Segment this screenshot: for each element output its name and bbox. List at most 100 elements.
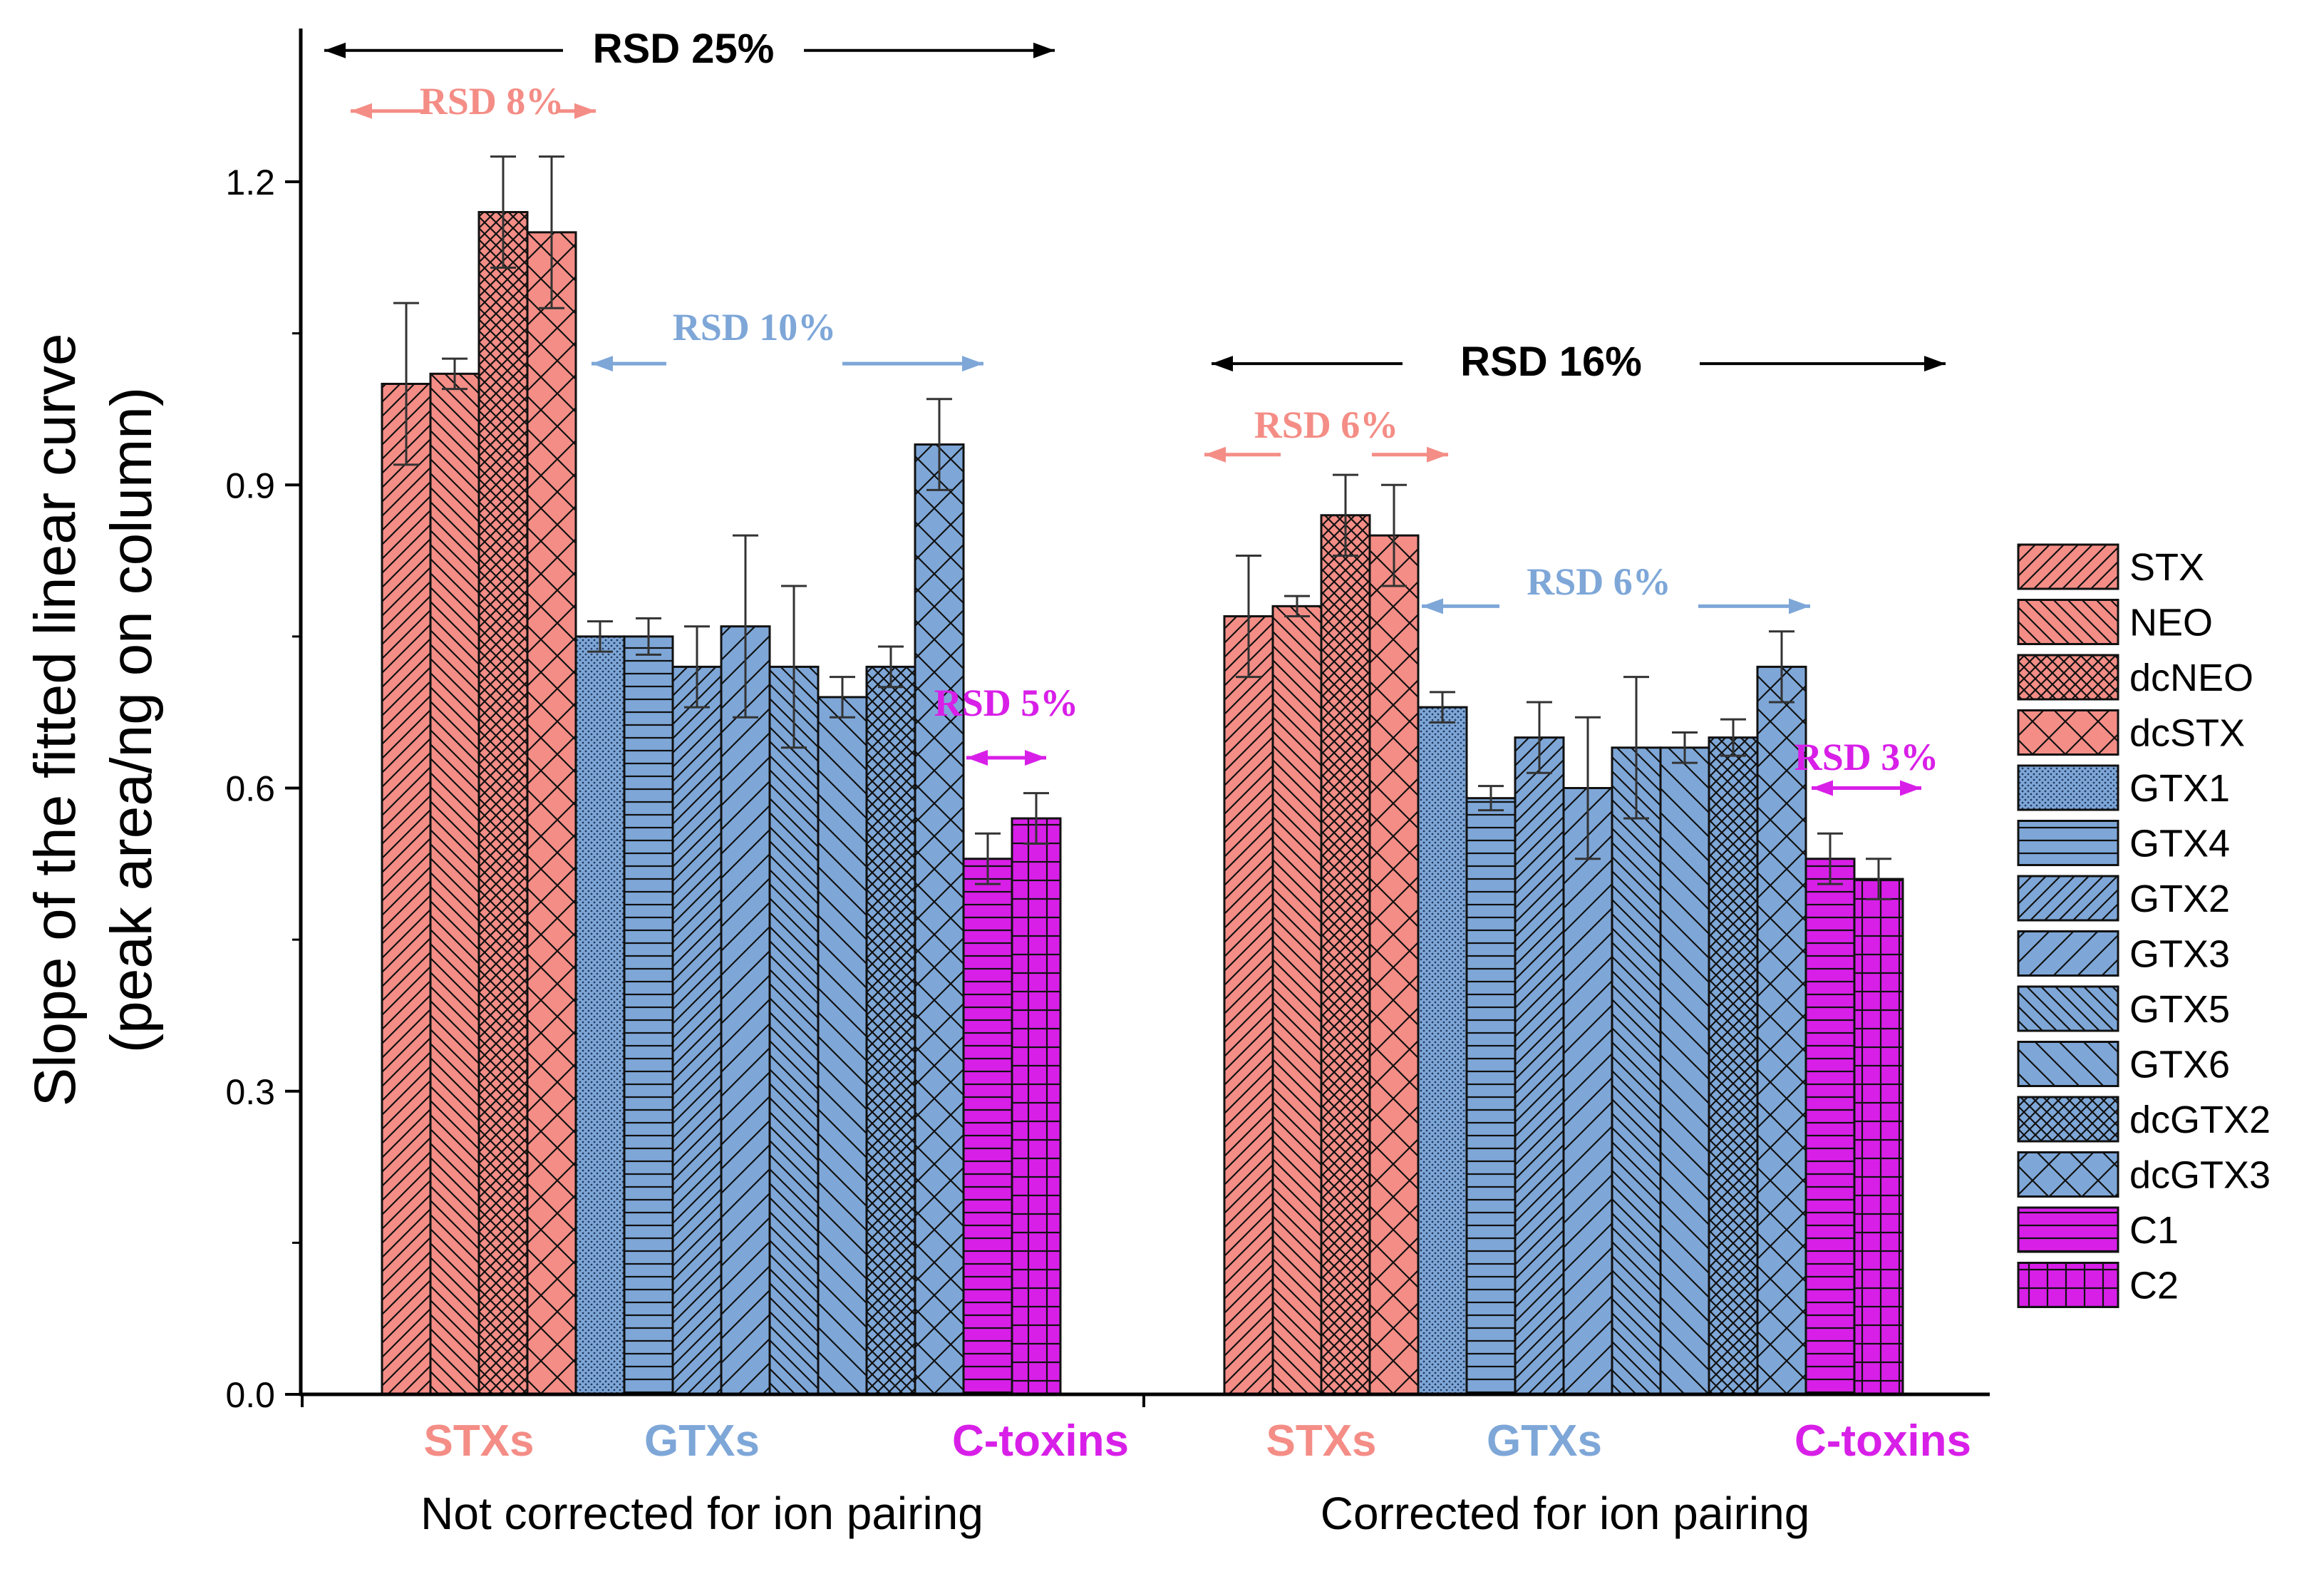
bar-GTX2-group-1	[671, 665, 723, 1396]
legend-item-GTX3: GTX3	[2017, 930, 2230, 977]
group-label-1: Not corrected for ion pairing	[420, 1488, 983, 1539]
bar-NEO-group-1	[429, 372, 480, 1396]
bar-GTX6-group-1	[817, 696, 868, 1396]
rsd-annotation-6: RSD 6%	[1204, 403, 1448, 463]
bar-dcNEO-group-1	[477, 211, 529, 1396]
arrowhead-right	[1427, 446, 1448, 463]
rsd-annotation-label: RSD 8%	[420, 80, 564, 123]
error-bar-C1-group-1	[975, 832, 1001, 885]
y-tick-label: 0.0	[225, 1375, 275, 1415]
legend-label: STX	[2129, 546, 2204, 589]
legend-item-dcSTX: dcSTX	[2017, 709, 2245, 756]
legend-item-C1: C1	[2017, 1206, 2179, 1253]
category-label-gtxs-group-1: GTXs	[644, 1416, 760, 1466]
legend: STX NEO dcNEO dcSTX GTX1 GTX4 GTX2 GTX3 GTX5 GTX6…	[2017, 543, 2271, 1308]
legend-item-C2: C2	[2017, 1262, 2179, 1308]
error-bar-NEO-group-2	[1284, 595, 1310, 618]
arrowhead-left	[351, 103, 372, 119]
arrowhead-right	[1789, 598, 1810, 614]
legend-item-GTX1: GTX1	[2017, 764, 2230, 811]
y-tick: 0.3	[225, 1072, 301, 1112]
error-bar-dcSTX-group-2	[1381, 483, 1407, 587]
bar-GTX4-group-2	[1465, 797, 1517, 1396]
error-bar-GTX4-group-2	[1478, 785, 1504, 812]
rsd-annotation-label: RSD 10%	[673, 306, 837, 349]
legend-item-GTX4: GTX4	[2017, 820, 2230, 866]
legend-label: GTX5	[2129, 988, 2230, 1031]
rsd-annotation-5: RSD 16%	[1212, 339, 1946, 385]
legend-swatch	[2017, 875, 2119, 922]
legend-label: GTX6	[2129, 1044, 2230, 1086]
legend-swatch	[2017, 985, 2119, 1032]
legend-label: dcNEO	[2129, 657, 2253, 699]
bars-layer	[381, 211, 1904, 1396]
bar-GTX1-group-2	[1417, 706, 1468, 1396]
arrowhead-left	[1422, 598, 1443, 614]
bar-dcGTX2-group-1	[865, 665, 916, 1396]
rsd-annotation-3: RSD 10%	[592, 306, 983, 372]
error-bar-GTX1-group-2	[1430, 691, 1455, 724]
legend-item-STX: STX	[2017, 543, 2204, 590]
arrowhead-right	[1025, 749, 1046, 766]
legend-label: dcGTX2	[2129, 1099, 2271, 1141]
arrowhead-left	[966, 749, 988, 766]
bar-STX-group-2	[1223, 615, 1274, 1396]
plot-area: RSD 25% RSD 8% RSD 10% RSD 5% RSD 16% RSD 6% R…	[225, 26, 1990, 1539]
bar-C1-group-1	[962, 858, 1013, 1396]
bar-STX-group-1	[381, 383, 432, 1396]
y-axis-label-line2: (peak area/ng on column)	[99, 387, 164, 1053]
legend-item-dcNEO: dcNEO	[2017, 654, 2253, 701]
legend-swatch	[2017, 930, 2119, 977]
error-bar-STX-group-2	[1236, 554, 1261, 679]
bar-dcSTX-group-2	[1368, 534, 1420, 1396]
legend-label: C2	[2129, 1265, 2179, 1307]
arrowhead-right	[1033, 42, 1055, 58]
category-label-c-toxins-group-1: C-toxins	[952, 1416, 1129, 1466]
bar-GTX3-group-2	[1562, 787, 1613, 1396]
legend-swatch	[2017, 599, 2119, 645]
error-bar-dcGTX3-group-1	[926, 398, 952, 491]
legend-item-GTX5: GTX5	[2017, 985, 2230, 1032]
arrowhead-right	[1900, 780, 1921, 796]
group-label-2: Corrected for ion pairing	[1321, 1488, 1810, 1539]
error-bar-GTX1-group-1	[587, 620, 613, 653]
rsd-annotation-label: RSD 5%	[934, 681, 1079, 724]
error-bar-GTX3-group-1	[733, 534, 758, 719]
error-bar-dcSTX-group-1	[539, 155, 564, 309]
rsd-annotation-2: RSD 8%	[351, 80, 596, 123]
error-bar-C2-group-1	[1023, 792, 1049, 845]
error-bar-GTX4-group-1	[636, 617, 661, 656]
legend-swatch	[2017, 543, 2119, 590]
y-tick: 1.2	[225, 163, 301, 202]
x-category-labels: STXs GTXs C-toxins Not corrected for ion pa…	[420, 1416, 1971, 1539]
legend-swatch	[2017, 1041, 2119, 1087]
legend-label: GTX1	[2129, 767, 2230, 810]
y-tick-label: 0.9	[225, 465, 275, 505]
error-bar-dcGTX2-group-2	[1720, 718, 1746, 757]
category-label-stxs-group-1: STXs	[423, 1416, 534, 1466]
rsd-annotation-8: RSD 3%	[1794, 736, 1938, 796]
error-bar-GTX3-group-2	[1575, 716, 1601, 860]
error-bar-C2-group-2	[1866, 858, 1891, 900]
category-label-gtxs-group-2: GTXs	[1487, 1416, 1602, 1466]
error-bar-GTX6-group-1	[830, 676, 855, 719]
y-tick-label: 0.6	[225, 769, 275, 809]
arrowhead-right	[1924, 356, 1946, 372]
category-label-c-toxins-group-2: C-toxins	[1794, 1416, 1971, 1466]
bar-dcGTX2-group-2	[1708, 736, 1759, 1396]
arrowhead-right	[962, 356, 983, 372]
legend-swatch	[2017, 1206, 2119, 1253]
bar-GTX2-group-2	[1514, 736, 1565, 1396]
bar-GTX1-group-1	[574, 635, 626, 1396]
error-bar-dcNEO-group-2	[1333, 473, 1358, 557]
arrowhead-left	[1204, 446, 1226, 463]
bar-GTX5-group-2	[1611, 746, 1662, 1396]
error-bar-dcGTX2-group-1	[878, 645, 904, 689]
bar-GTX4-group-1	[623, 635, 674, 1396]
rsd-annotation-label: RSD 16%	[1460, 339, 1642, 385]
arrowhead-left	[324, 42, 346, 58]
legend-swatch	[2017, 1262, 2119, 1308]
rsd-annotation-label: RSD 25%	[593, 26, 775, 72]
rsd-annotation-1: RSD 25%	[324, 26, 1055, 72]
